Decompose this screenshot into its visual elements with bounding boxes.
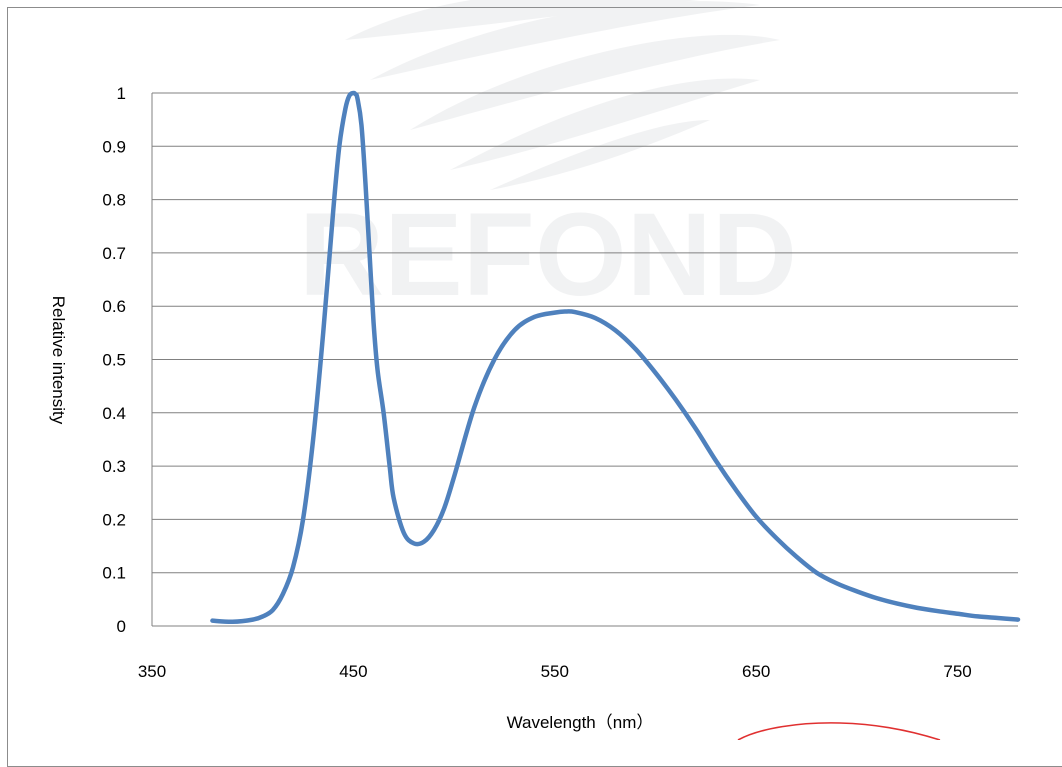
stamp-seal-edge: [737, 722, 941, 740]
x-tick-label: 650: [742, 662, 770, 681]
y-tick-label: 0.1: [102, 564, 126, 583]
refond-watermark: REFOND: [299, 0, 797, 321]
x-tick-label: 550: [541, 662, 569, 681]
y-tick-label: 0.6: [102, 297, 126, 316]
y-tick-label: 0.7: [102, 244, 126, 263]
y-tick-label: 0.8: [102, 191, 126, 210]
y-tick-label: 1: [117, 84, 126, 103]
x-tick-label: 350: [138, 662, 166, 681]
x-tick-label: 450: [339, 662, 367, 681]
y-tick-label: 0.9: [102, 137, 126, 156]
watermark-text: REFOND: [299, 189, 797, 321]
y-tick-label: 0.5: [102, 351, 126, 370]
y-axis-title: Relative intensity: [49, 296, 68, 425]
spectrum-line: [210, 90, 1021, 625]
y-tick-label: 0.4: [102, 404, 126, 423]
y-tick-label: 0: [117, 617, 126, 636]
y-tick-label: 0.2: [102, 510, 126, 529]
x-tick-label: 750: [943, 662, 971, 681]
spectrum-chart: REFOND 0 0.1 0.2 0.3 0.4 0.5 0.6 0.7 0.8 0.9 1 350…: [49, 0, 1021, 740]
y-tick-label: 0.3: [102, 457, 126, 476]
x-axis-title: Wavelength（nm）: [507, 713, 654, 732]
